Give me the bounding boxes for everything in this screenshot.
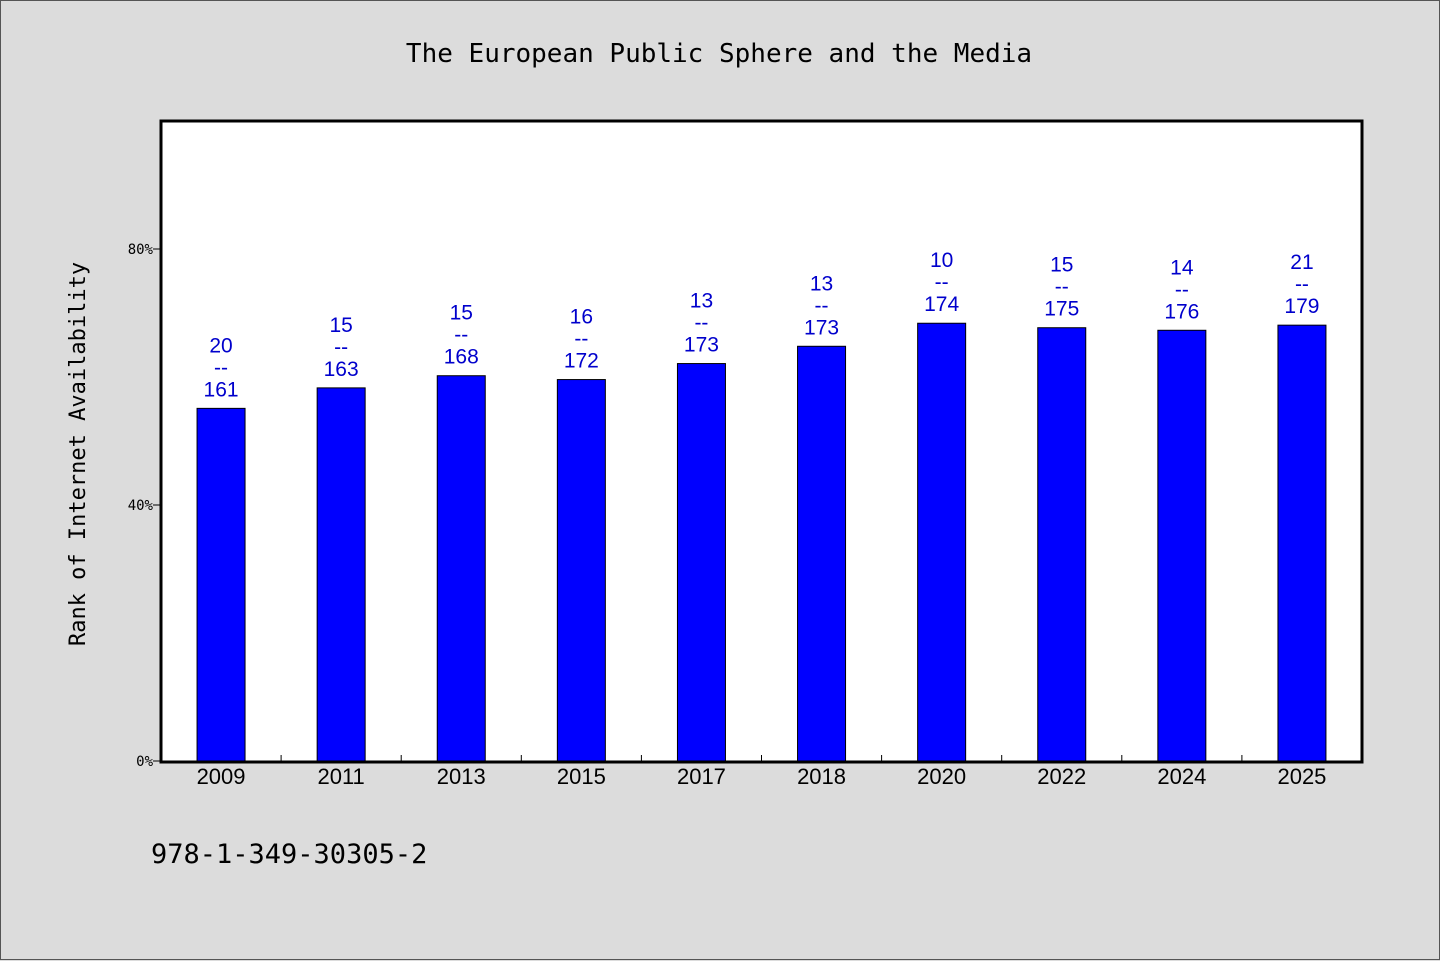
x-axis: 2009 2011 2013 2015 2017 2018 2020 2022 2024 2025 xyxy=(197,755,1326,789)
data-label-mid: -- xyxy=(1055,276,1069,299)
x-tick-label: 2013 xyxy=(437,764,486,789)
bar xyxy=(436,375,486,762)
bar xyxy=(797,345,847,762)
y-tick-label: 40% xyxy=(128,498,154,514)
data-label-mid: -- xyxy=(935,271,949,294)
bar xyxy=(196,407,246,762)
bar xyxy=(1037,327,1087,762)
data-label-mid: -- xyxy=(1175,278,1189,301)
x-tick-label: 2015 xyxy=(557,764,606,789)
data-label-bottom: 175 xyxy=(1044,298,1079,321)
data-label-mid: -- xyxy=(574,328,588,351)
data-label-bottom: 161 xyxy=(204,378,239,401)
chart-title: The European Public Sphere and the Media xyxy=(406,39,1032,69)
data-label-top: 16 xyxy=(570,306,593,329)
data-label-bottom: 174 xyxy=(924,293,959,316)
data-label-mid: -- xyxy=(815,294,829,317)
bars xyxy=(196,322,1327,762)
x-tick-label: 2018 xyxy=(797,764,846,789)
x-tick-label: 2011 xyxy=(317,764,364,789)
data-label-mid: -- xyxy=(1295,273,1309,296)
data-label-top: 15 xyxy=(1050,254,1073,277)
x-tick-label: 2017 xyxy=(677,764,726,789)
x-tick-label: 2025 xyxy=(1277,764,1326,789)
data-label-top: 10 xyxy=(930,249,953,272)
data-label-mid: -- xyxy=(214,356,228,379)
data-label-bottom: 168 xyxy=(444,346,479,369)
y-tick-label: 0% xyxy=(136,754,153,770)
x-tick-label: 2022 xyxy=(1037,764,1086,789)
data-label-top: 21 xyxy=(1290,251,1313,274)
data-label-top: 15 xyxy=(329,314,352,337)
data-label-bottom: 176 xyxy=(1164,300,1199,323)
bar xyxy=(917,322,967,762)
data-label-top: 13 xyxy=(810,272,833,295)
bar xyxy=(676,363,726,762)
x-tick-label: 2020 xyxy=(917,764,966,789)
bar xyxy=(556,379,606,762)
data-label-top: 14 xyxy=(1170,256,1194,279)
y-axis-label: Rank of Internet Availability xyxy=(66,262,91,646)
bar xyxy=(316,387,366,762)
data-label-bottom: 172 xyxy=(564,350,599,373)
data-label-bottom: 163 xyxy=(324,358,359,381)
data-label-top: 20 xyxy=(209,334,232,357)
bar xyxy=(1277,324,1327,762)
data-label-bottom: 173 xyxy=(684,334,719,357)
data-label-mid: -- xyxy=(454,324,468,347)
data-labels: 161--20163--15168--15172--16173--13173--… xyxy=(204,249,1320,401)
x-tick-label: 2024 xyxy=(1157,764,1206,789)
y-tick-label: 80% xyxy=(128,242,154,258)
data-label-mid: -- xyxy=(334,336,348,359)
data-label-bottom: 179 xyxy=(1284,295,1319,318)
y-axis: 0% 40% 80% xyxy=(128,242,161,770)
data-label-mid: -- xyxy=(694,312,708,335)
x-tick-label: 2009 xyxy=(197,764,246,789)
bar xyxy=(1157,329,1207,762)
isbn-text: 978-1-349-30305-2 xyxy=(151,839,427,870)
data-label-bottom: 173 xyxy=(804,316,839,339)
data-label-top: 15 xyxy=(450,302,473,325)
data-label-top: 13 xyxy=(690,290,713,313)
